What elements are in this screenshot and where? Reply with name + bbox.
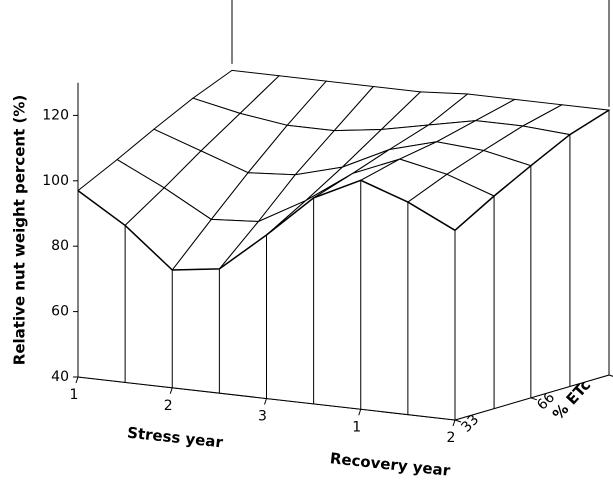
front-wall	[407, 202, 455, 420]
front-wall	[78, 190, 126, 383]
front-edge	[77, 179, 456, 271]
side-edge	[454, 109, 610, 231]
side-wall	[494, 165, 531, 409]
x-tick-label: 1	[352, 419, 361, 435]
x-tick-label: 2	[164, 398, 173, 414]
front-wall	[172, 268, 220, 394]
z-axis-label: Relative nut weight percent (%)	[11, 95, 29, 365]
x-tick	[358, 409, 362, 416]
x-tick	[75, 376, 79, 384]
box-edge	[454, 374, 610, 421]
z-tick-label: 40	[51, 369, 69, 385]
box-edge	[77, 376, 456, 421]
front-wall	[266, 197, 314, 404]
x-tick	[169, 387, 173, 394]
x-tick-label: 2	[447, 430, 456, 446]
side-wall	[455, 196, 495, 420]
y-tick	[454, 419, 462, 423]
x-axis-label: Stress year	[126, 424, 224, 452]
x-axis-label-2: Recovery year	[329, 449, 452, 480]
x-tick	[452, 419, 456, 427]
side-wall	[569, 110, 609, 387]
z-tick-label: 80	[51, 238, 69, 254]
front-wall	[360, 180, 408, 415]
x-tick	[264, 398, 267, 405]
y-tick	[530, 397, 538, 401]
z-tick-label: 100	[42, 173, 69, 189]
front-wall	[219, 235, 267, 399]
front-wall	[125, 225, 173, 388]
x-tick-label: 1	[70, 387, 79, 403]
z-tick-label: 60	[51, 304, 69, 320]
x-tick-label: 3	[258, 409, 267, 425]
z-tick-label: 120	[42, 107, 69, 123]
y-tick	[608, 374, 613, 377]
side-wall	[530, 134, 570, 398]
front-wall	[313, 180, 361, 410]
